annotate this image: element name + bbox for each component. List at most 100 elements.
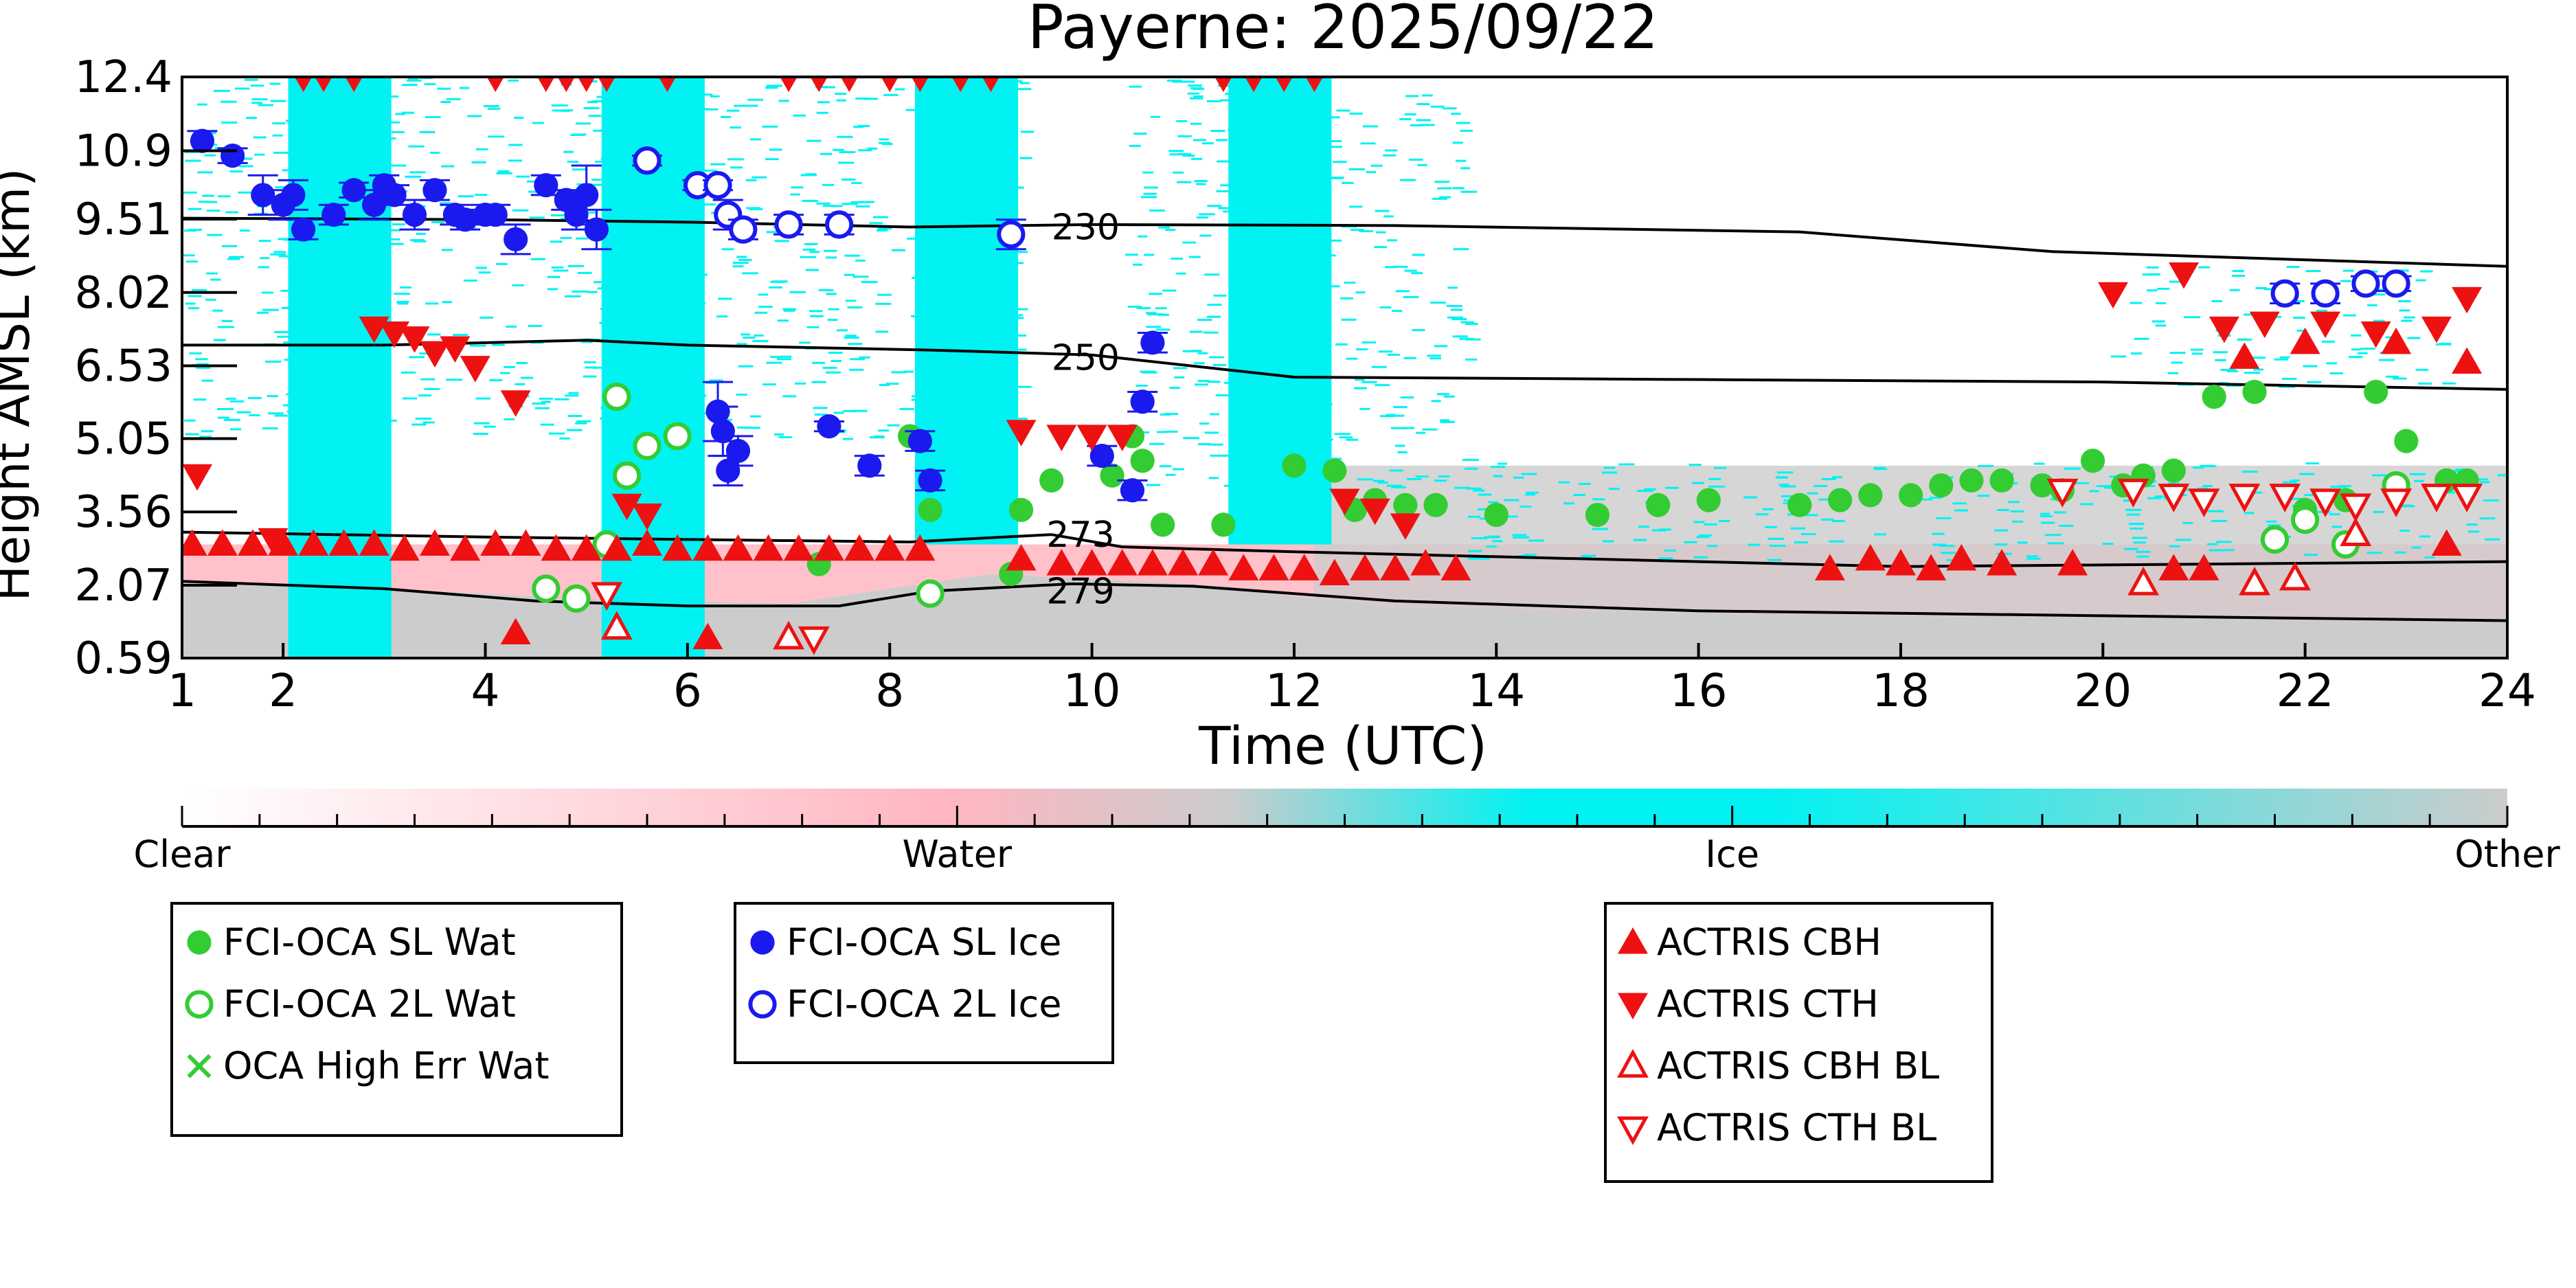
ice-streak (877, 227, 892, 230)
ice-streak (2331, 526, 2342, 528)
ice-streak (185, 433, 199, 436)
ice-streak (575, 422, 587, 425)
ice-streak (1777, 471, 1794, 474)
ice-streak (201, 379, 214, 382)
colorbar-label: Clear (133, 833, 231, 876)
marker-point (1987, 549, 2018, 576)
y-tick-label: 8.02 (75, 268, 173, 319)
ice-streak (850, 358, 866, 361)
ice-streak (1468, 550, 1482, 552)
ice-streak (842, 438, 854, 440)
marker-point (1046, 549, 1077, 576)
ice-streak (1164, 412, 1179, 415)
ice-streak (849, 368, 864, 371)
marker-point (662, 534, 693, 561)
ice-streak (811, 361, 825, 364)
ice-streak (2244, 372, 2261, 374)
ice-streak (405, 175, 422, 178)
ice-streak (1873, 468, 1888, 471)
ice-streak (497, 170, 510, 172)
marker-point (825, 210, 854, 239)
ice-streak (584, 361, 596, 364)
marker-point (1137, 549, 1168, 576)
ice-streak (732, 265, 744, 268)
ice-streak (1434, 345, 1448, 348)
marker-point (440, 336, 471, 363)
ice-streak (1519, 505, 1532, 508)
ice-streak (262, 427, 278, 430)
ice-streak (1208, 443, 1223, 446)
ice-streak (742, 272, 758, 275)
ice-streak (532, 122, 544, 124)
ice-streak (453, 334, 468, 337)
ice-streak (1644, 488, 1656, 490)
ice-streak (1393, 406, 1408, 409)
marker-point (2360, 321, 2391, 348)
ice-streak (1526, 491, 1539, 494)
ice-streak (221, 319, 233, 322)
ice-streak (2307, 381, 2322, 383)
ice-streak (1193, 362, 1205, 365)
y-axis: 0.59 2.07 3.56 5.05 6.53 8.02 9.51 10.9 12.4 (75, 52, 237, 684)
ice-streak (1206, 100, 1221, 102)
marker-point (182, 529, 207, 556)
ice-streak (1215, 394, 1229, 396)
ice-streak (2467, 530, 2480, 533)
ice-streak (1348, 168, 1366, 170)
ice-streak (192, 289, 207, 291)
marker-point (1329, 488, 1360, 516)
marker-point (1076, 425, 1107, 451)
isotherm-label: 273 (1046, 515, 1114, 556)
ice-streak (2132, 536, 2147, 539)
ice-streak (584, 211, 598, 214)
ice-streak (218, 326, 235, 328)
legend-frame (1604, 902, 1993, 1183)
ice-streak (526, 180, 542, 183)
ice-streak (210, 278, 221, 281)
marker-point (2188, 488, 2220, 518)
ice-streak (1410, 124, 1425, 126)
ice-streak (780, 355, 792, 358)
ice-streak (1636, 490, 1653, 493)
marker-point (483, 202, 508, 227)
marker-point (591, 582, 623, 611)
legend-entry: FCI-OCA SL Ice (750, 920, 1061, 964)
ice-streak (530, 258, 545, 260)
ice-streak (887, 424, 900, 427)
ice-streak (885, 383, 899, 385)
ice-streak (1182, 155, 1195, 157)
marker-point (2098, 282, 2129, 309)
ice-streak (1696, 536, 1710, 539)
ice-streak (478, 271, 491, 274)
ice-streak (700, 203, 716, 206)
ice-streak (562, 109, 574, 112)
ice-streak (1460, 129, 1473, 132)
ice-streak (736, 426, 752, 429)
ice-streak (1781, 495, 1796, 497)
ice-streak (845, 300, 856, 302)
ice-streak (1651, 529, 1667, 532)
ice-streak (1370, 164, 1383, 167)
ice-streak (2444, 491, 2455, 494)
ice-streak (2026, 557, 2041, 560)
legend-entry: ACTRIS CTH BL (1617, 1106, 1936, 1149)
ice-streak (2151, 320, 2165, 323)
ice-streak (1447, 316, 1463, 319)
ice-streak (766, 84, 782, 87)
ice-streak (2064, 467, 2081, 470)
ice-streak (1400, 179, 1416, 181)
ice-streak (1387, 239, 1397, 242)
x-tick-label: 20 (2074, 664, 2132, 717)
marker-point (537, 77, 555, 92)
ice-streak (2286, 266, 2300, 269)
ice-streak (568, 264, 584, 267)
ice-streak (261, 291, 274, 294)
ice-streak (869, 222, 883, 225)
ice-streak (247, 396, 262, 399)
ice-streak (799, 341, 811, 344)
ice-streak (743, 336, 756, 339)
ice-streak (457, 195, 474, 198)
ice-streak (2130, 352, 2143, 355)
ice-streak (1399, 117, 1412, 120)
marker-point (2080, 449, 2105, 473)
